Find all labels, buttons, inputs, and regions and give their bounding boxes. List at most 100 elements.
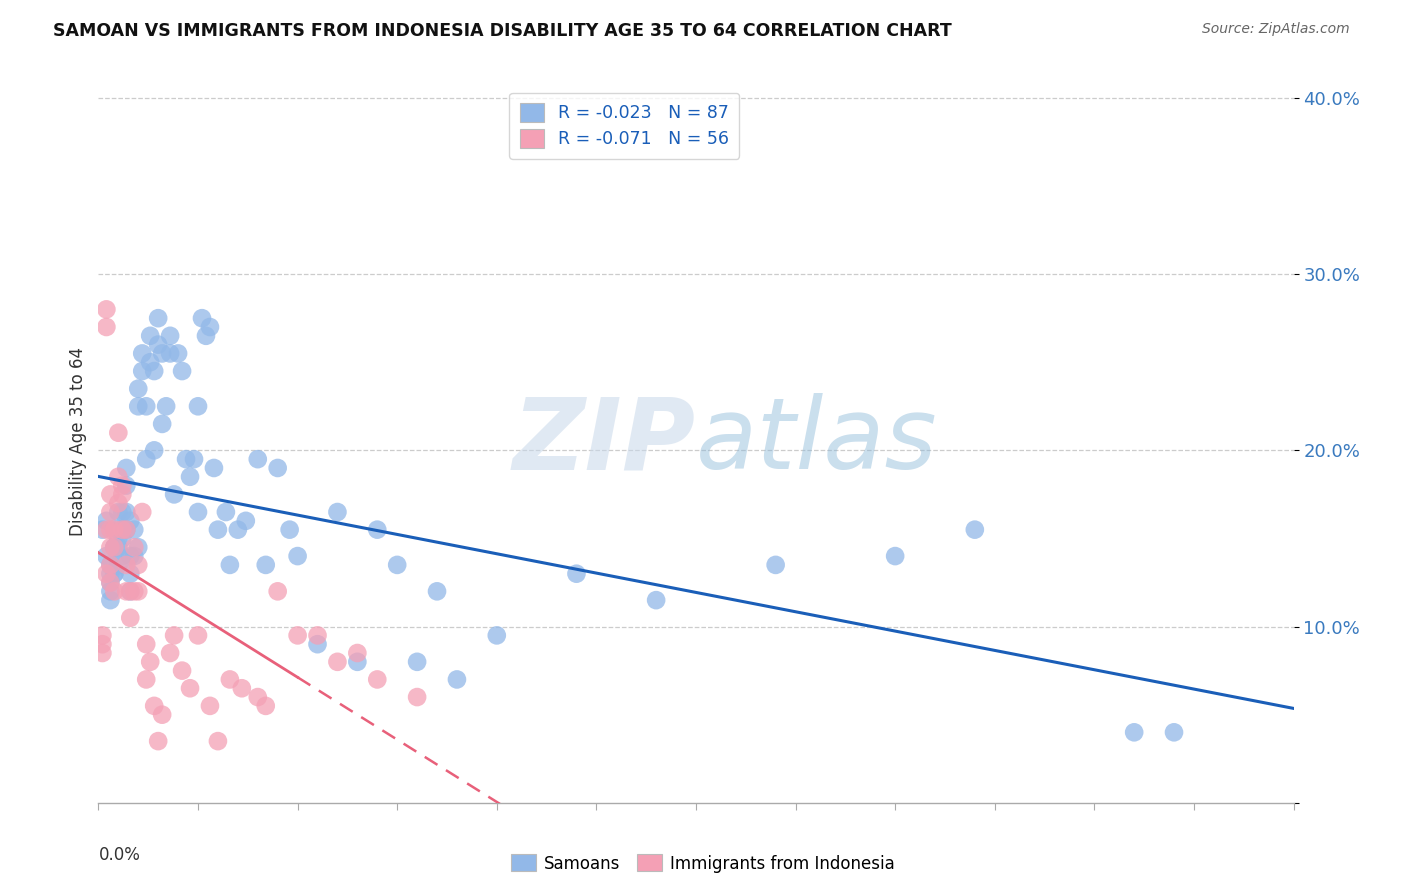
Point xyxy=(179,470,201,484)
Point xyxy=(96,549,118,563)
Point xyxy=(148,311,170,326)
Point xyxy=(219,673,242,687)
Point xyxy=(202,461,225,475)
Point xyxy=(115,478,138,492)
Point xyxy=(645,593,668,607)
Legend: R = -0.023   N = 87, R = -0.071   N = 56: R = -0.023 N = 87, R = -0.071 N = 56 xyxy=(509,93,740,159)
Legend: Samoans, Immigrants from Indonesia: Samoans, Immigrants from Indonesia xyxy=(505,847,901,880)
Point xyxy=(167,346,190,360)
Point xyxy=(287,628,309,642)
Point xyxy=(98,523,122,537)
Point xyxy=(191,311,214,326)
Point xyxy=(565,566,588,581)
Point xyxy=(179,681,201,696)
Point xyxy=(226,523,249,537)
Point xyxy=(148,337,170,351)
Point xyxy=(159,328,181,343)
Y-axis label: Disability Age 35 to 64: Disability Age 35 to 64 xyxy=(69,347,87,536)
Point xyxy=(366,673,388,687)
Point xyxy=(103,541,125,555)
Point xyxy=(115,505,138,519)
Point xyxy=(91,628,114,642)
Point xyxy=(111,478,134,492)
Point xyxy=(96,566,118,581)
Point xyxy=(135,452,157,467)
Point xyxy=(131,346,153,360)
Point xyxy=(150,417,173,431)
Point xyxy=(174,452,197,467)
Point xyxy=(107,505,129,519)
Point xyxy=(98,505,122,519)
Point xyxy=(124,549,146,563)
Point xyxy=(103,541,125,555)
Point xyxy=(98,558,122,572)
Point xyxy=(198,320,221,334)
Point xyxy=(103,584,125,599)
Point xyxy=(111,487,134,501)
Point xyxy=(115,461,138,475)
Point xyxy=(287,549,309,563)
Point xyxy=(346,655,368,669)
Point xyxy=(91,646,114,660)
Point xyxy=(96,523,118,537)
Point xyxy=(127,541,149,555)
Point xyxy=(107,470,129,484)
Point xyxy=(267,584,290,599)
Point xyxy=(103,566,125,581)
Point xyxy=(111,532,134,546)
Point xyxy=(98,584,122,599)
Point xyxy=(111,523,134,537)
Point xyxy=(103,523,125,537)
Point xyxy=(159,646,181,660)
Point xyxy=(163,628,186,642)
Point xyxy=(91,523,114,537)
Point xyxy=(127,399,149,413)
Point xyxy=(143,698,166,713)
Point xyxy=(120,514,142,528)
Point xyxy=(143,364,166,378)
Point xyxy=(98,487,122,501)
Point xyxy=(267,461,290,475)
Text: 0.0%: 0.0% xyxy=(98,847,141,864)
Point xyxy=(111,523,134,537)
Point xyxy=(115,584,138,599)
Point xyxy=(246,452,269,467)
Point xyxy=(254,698,277,713)
Point xyxy=(127,584,149,599)
Point xyxy=(98,575,122,590)
Point xyxy=(139,655,162,669)
Point xyxy=(155,399,177,413)
Point xyxy=(346,646,368,660)
Point xyxy=(131,505,153,519)
Point xyxy=(215,505,238,519)
Point xyxy=(107,496,129,510)
Point xyxy=(120,611,142,625)
Point xyxy=(366,523,388,537)
Point xyxy=(115,523,138,537)
Point xyxy=(307,637,329,651)
Point xyxy=(246,690,269,704)
Point xyxy=(485,628,508,642)
Point xyxy=(96,320,118,334)
Point xyxy=(111,549,134,563)
Point xyxy=(96,302,118,317)
Point xyxy=(127,558,149,572)
Point xyxy=(131,364,153,378)
Point xyxy=(195,328,218,343)
Point xyxy=(98,558,122,572)
Text: atlas: atlas xyxy=(696,393,938,490)
Point xyxy=(103,566,125,581)
Point xyxy=(107,541,129,555)
Point xyxy=(963,523,986,537)
Point xyxy=(127,382,149,396)
Point xyxy=(120,566,142,581)
Point xyxy=(98,566,122,581)
Point xyxy=(254,558,277,572)
Point xyxy=(96,514,118,528)
Point xyxy=(115,523,138,537)
Point xyxy=(172,364,194,378)
Text: ZIP: ZIP xyxy=(513,393,696,490)
Point xyxy=(183,452,205,467)
Point xyxy=(187,505,209,519)
Point xyxy=(120,549,142,563)
